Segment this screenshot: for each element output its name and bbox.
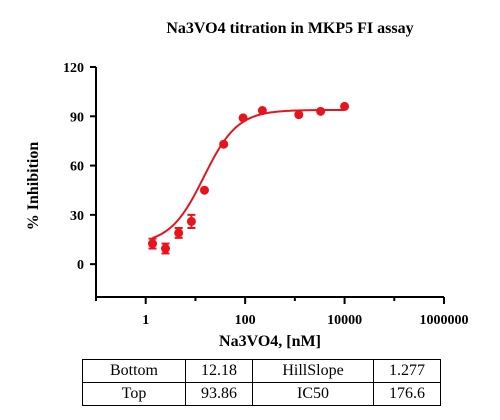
- x-tick-label: 1: [142, 313, 149, 328]
- table-row: Bottom 12.18 HillSlope 1.277: [82, 359, 441, 383]
- param-value-top: 93.86: [185, 382, 253, 406]
- fit-curve: [152, 108, 345, 239]
- data-points: [148, 101, 350, 255]
- y-tick-label: 60: [70, 160, 84, 175]
- chart-title: Na3VO4 titration in MKP5 FI assay: [166, 20, 413, 37]
- table-row: Top 93.86 IC50 176.6: [82, 382, 441, 406]
- y-tick-label: 90: [70, 110, 84, 125]
- param-value-bottom: 12.18: [185, 359, 253, 383]
- data-point: [238, 113, 248, 123]
- y-tick-label: 120: [63, 61, 84, 76]
- data-point: [160, 244, 170, 254]
- tick-labels: 0 30 60 90 120 1 100 10000 1000000: [63, 61, 469, 328]
- param-name-hillslope: HillSlope: [252, 359, 374, 383]
- y-tick-label: 0: [77, 258, 84, 273]
- fit-parameters-table: Bottom 12.18 HillSlope 1.277 Top 93.86 I…: [82, 359, 441, 406]
- param-value-hillslope: 1.277: [373, 359, 441, 383]
- data-point: [294, 110, 304, 120]
- x-tick-label: 100: [235, 313, 256, 328]
- data-point: [340, 101, 350, 111]
- y-tick-label: 30: [70, 209, 84, 224]
- y-axis-label: % Inhibition: [25, 142, 42, 231]
- data-point: [174, 228, 184, 238]
- x-tick-label: 1000000: [420, 313, 469, 328]
- x-axis-label: Na3VO4, [nM]: [219, 333, 321, 350]
- data-point: [148, 239, 158, 249]
- data-point: [186, 216, 196, 226]
- x-tick-label: 10000: [327, 313, 362, 328]
- data-point: [316, 106, 326, 116]
- chart: Na3VO4 titration in MKP5 FI assay % Inhi…: [25, 20, 469, 350]
- fit-curve-group: [152, 108, 345, 239]
- param-name-top: Top: [82, 382, 186, 406]
- axes: [90, 66, 445, 304]
- data-point: [199, 185, 209, 195]
- param-value-ic50: 176.6: [373, 382, 441, 406]
- param-name-ic50: IC50: [252, 382, 374, 406]
- data-point: [219, 139, 229, 149]
- param-name-bottom: Bottom: [82, 359, 186, 383]
- data-point: [257, 106, 267, 116]
